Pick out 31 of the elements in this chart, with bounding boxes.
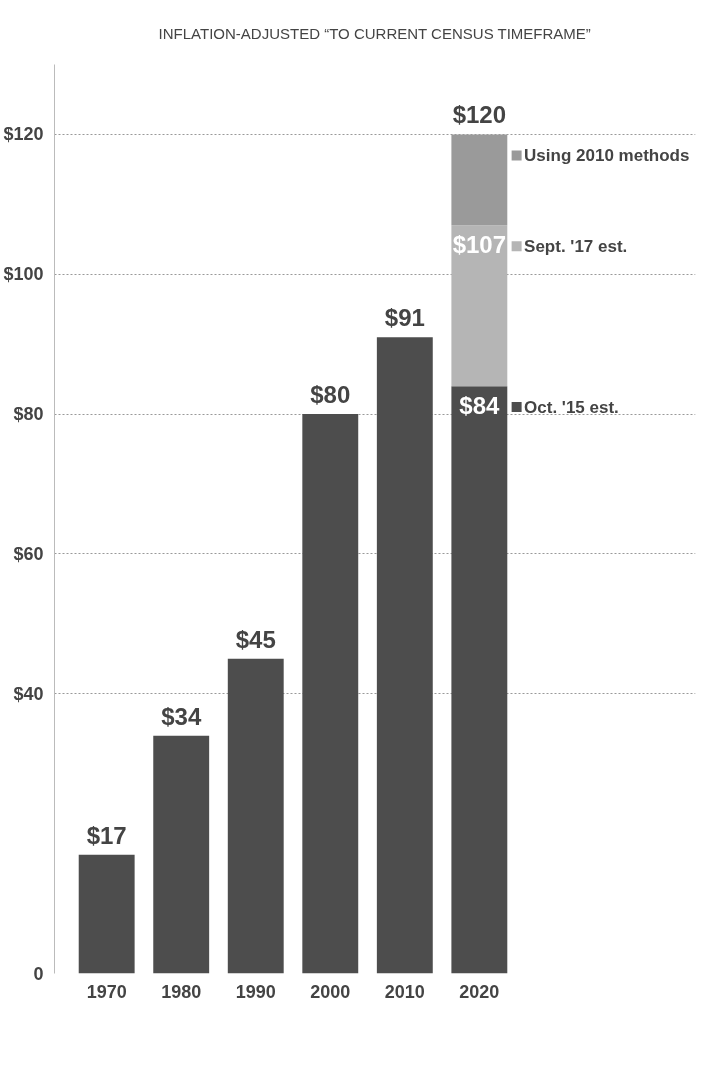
x-tick-label: 2000 [310,981,351,1002]
data-label: $80 [310,381,351,409]
x-tick-label: 1970 [86,981,127,1002]
x-tick-label: 2020 [459,981,500,1002]
data-label: $91 [384,304,425,332]
data-label: $45 [235,625,276,653]
annotation: $107 [452,231,507,259]
bar [451,225,508,387]
x-tick-label: 2010 [384,981,425,1002]
y-tick-label: 0 [33,963,44,984]
y-tick-label: $100 [3,264,44,285]
y-tick-label: $80 [13,404,44,425]
legend-label: Using 2010 methods [524,145,690,165]
y-tick-label: $40 [13,683,44,704]
legend-label: Sept. '17 est. [524,236,628,256]
bar [227,658,284,974]
bar [78,854,135,974]
data-label: $34 [161,702,202,730]
y-tick-label: $120 [3,124,44,145]
x-tick-label: 1980 [161,981,202,1002]
bar [153,735,210,974]
bar [302,414,359,974]
bar [451,386,508,974]
total-label: $120 [452,101,507,129]
data-label: $17 [86,821,127,849]
bar [376,337,433,974]
y-tick-label: $60 [13,543,44,564]
data-label: $84 [459,392,501,420]
legend-label: Oct. '15 est. [524,397,619,417]
x-tick-label: 1990 [235,981,276,1002]
chart-subtitle: INFLATION-ADJUSTED “TO CURRENT CENSUS TIMEFRAME” [158,25,591,42]
